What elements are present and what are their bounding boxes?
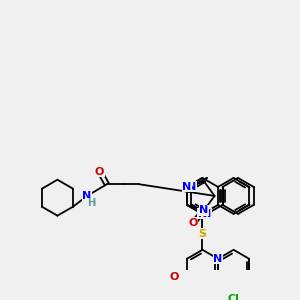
Text: N: N (199, 206, 208, 215)
Text: O: O (95, 167, 104, 177)
Text: O: O (169, 272, 179, 282)
Text: N: N (213, 254, 223, 264)
Text: N: N (213, 254, 223, 264)
Text: O: O (95, 167, 104, 177)
Text: N: N (182, 182, 191, 192)
Text: N: N (82, 191, 92, 201)
Text: N: N (202, 209, 212, 219)
Text: S: S (198, 229, 206, 238)
Text: N: N (198, 209, 207, 219)
Text: H: H (87, 198, 95, 208)
Text: H: H (87, 198, 95, 208)
Text: Cl: Cl (228, 294, 239, 300)
Text: S: S (198, 229, 206, 238)
Text: N: N (187, 182, 196, 192)
Text: O: O (188, 218, 198, 228)
Text: O: O (169, 272, 179, 282)
Text: N: N (213, 254, 223, 264)
Text: N: N (199, 206, 208, 215)
Text: O: O (188, 218, 198, 228)
Text: N: N (198, 209, 207, 219)
Text: Cl: Cl (228, 294, 239, 300)
Text: N: N (182, 182, 191, 192)
Text: N: N (82, 191, 92, 201)
